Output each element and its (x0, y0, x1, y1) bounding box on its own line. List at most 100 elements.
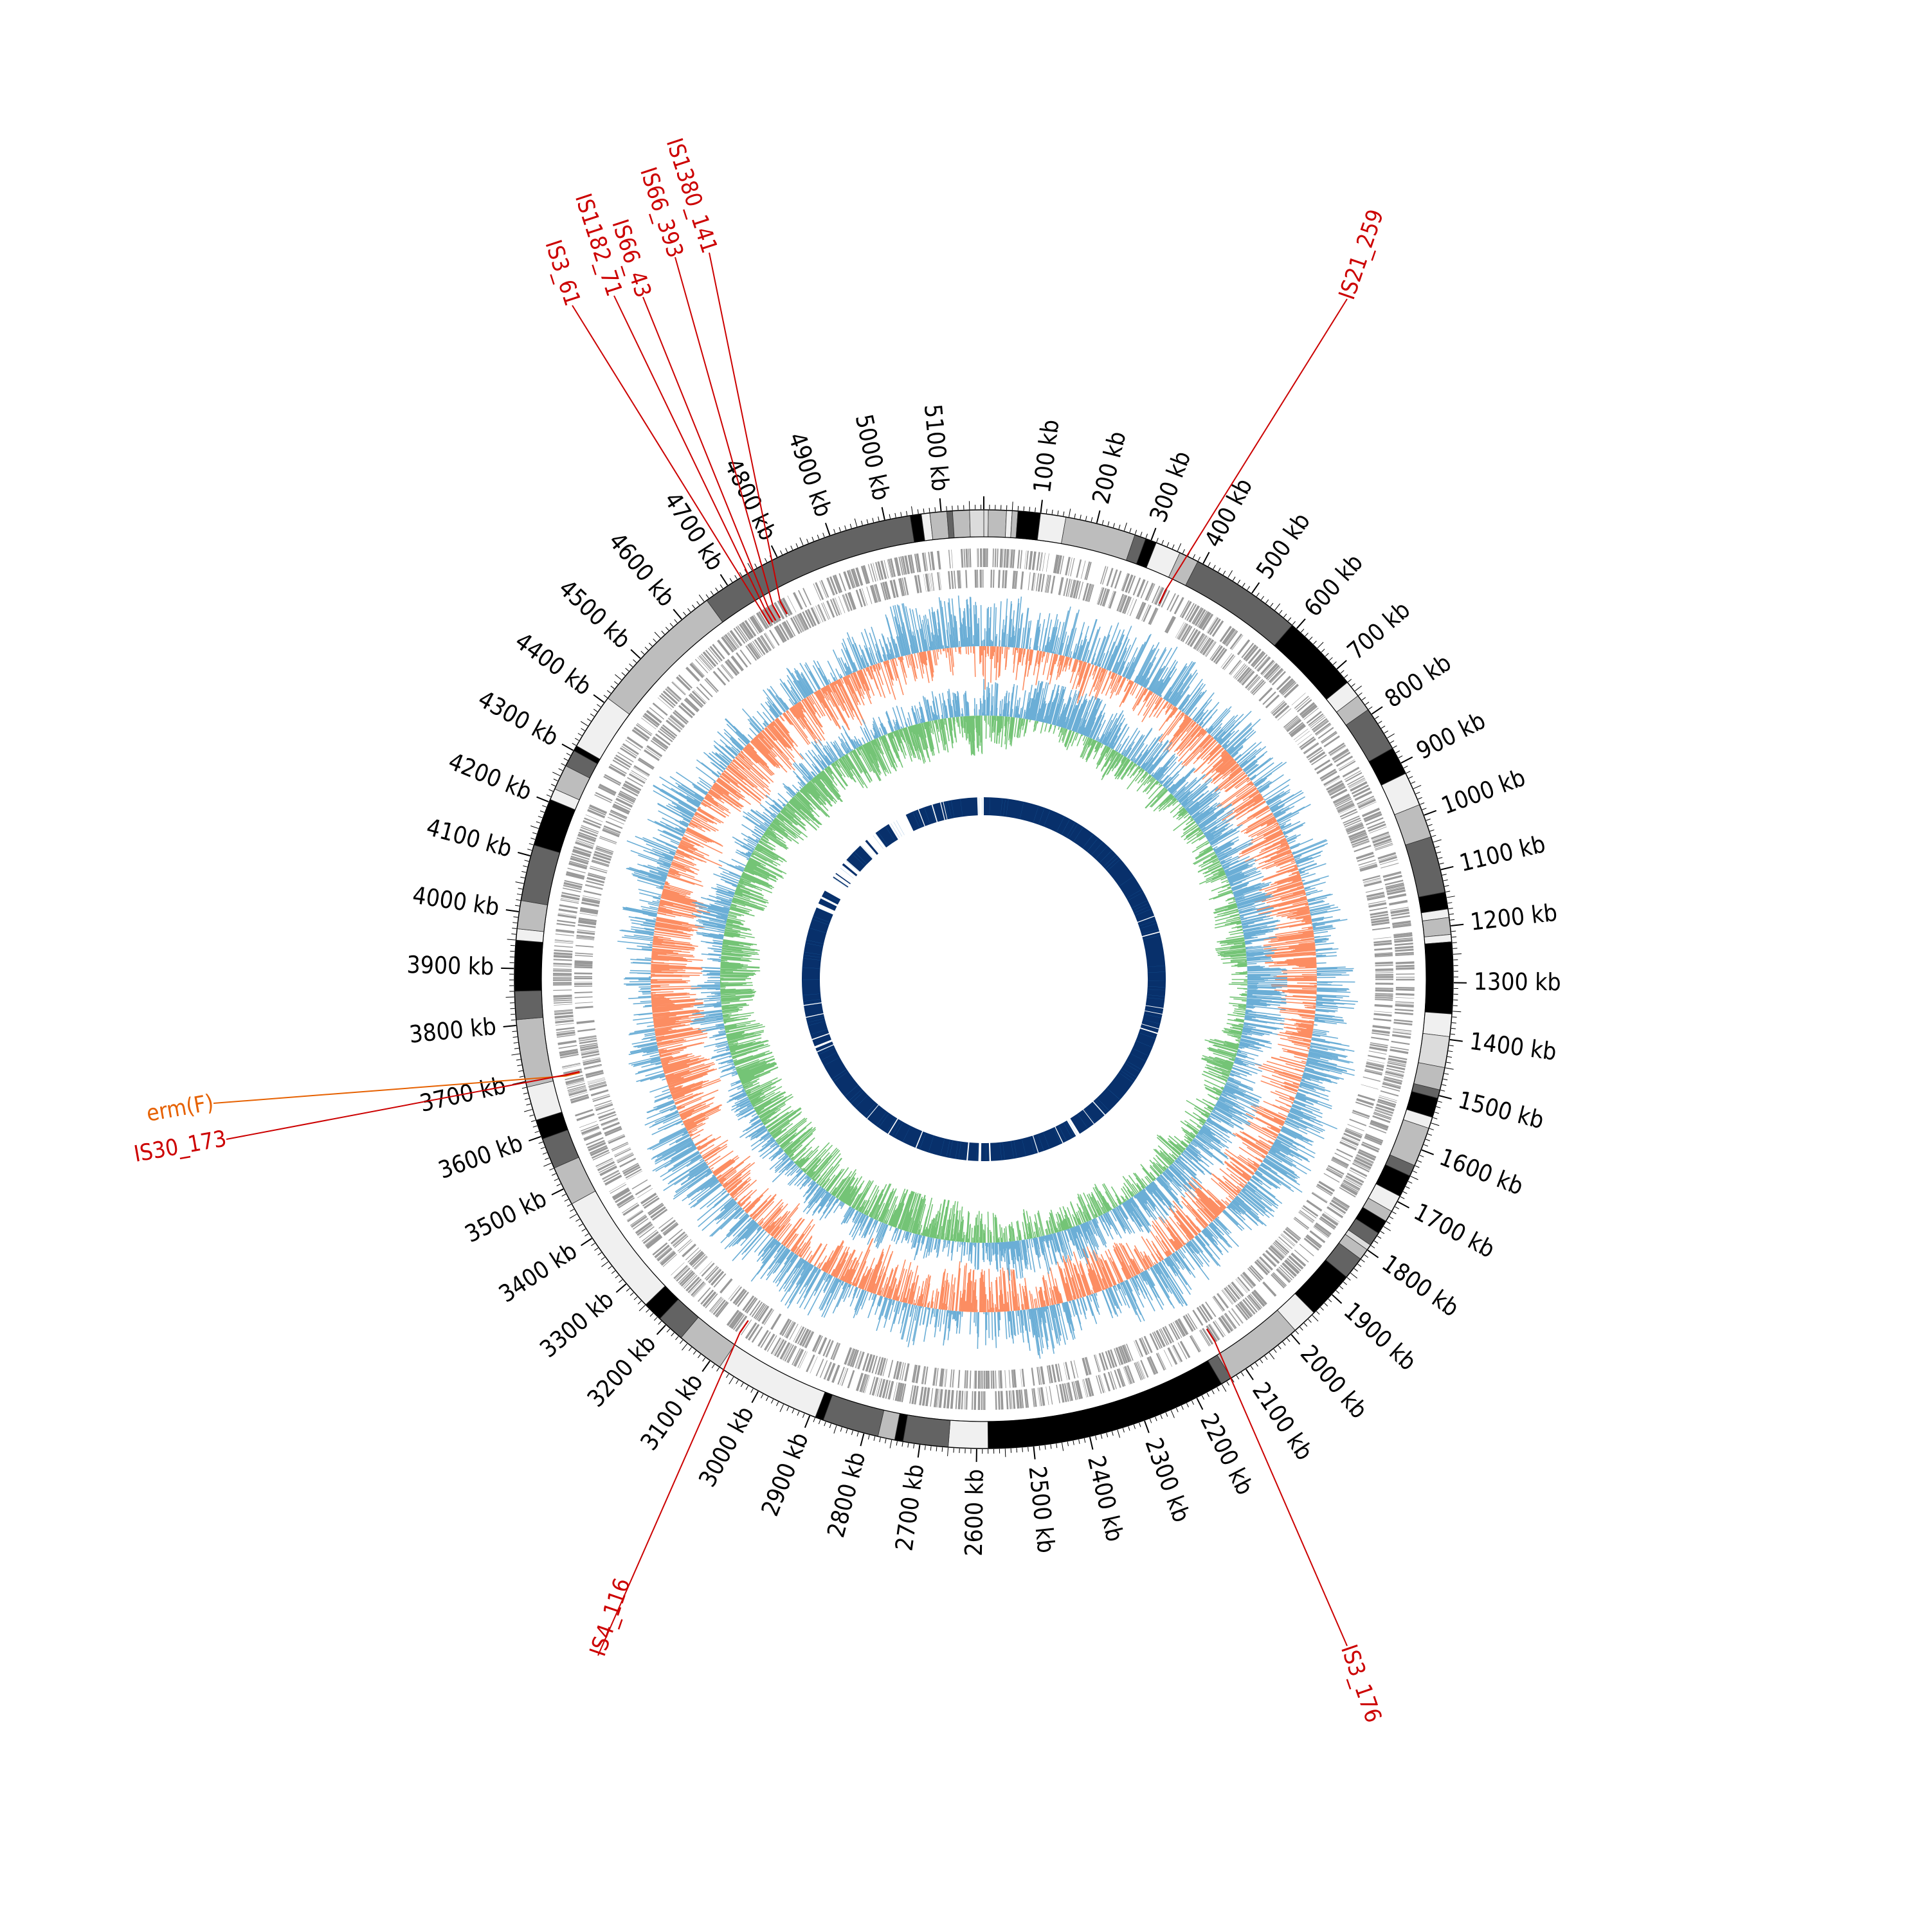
scale-tick (1018, 506, 1019, 510)
scale-tick (1128, 1427, 1130, 1431)
scale-tick (646, 1309, 649, 1312)
scale-tick (547, 795, 550, 797)
scale-tick (1386, 1222, 1390, 1224)
tick-label: 200 kb (1087, 429, 1131, 507)
annotation-leader-line (1166, 299, 1347, 590)
scale-tick (1393, 746, 1397, 748)
scale-tick (611, 1271, 615, 1274)
scale-tick (1269, 1353, 1274, 1359)
scale-tick (537, 797, 549, 802)
scale-tick (1291, 1335, 1300, 1344)
tick-label: 3600 kb (435, 1129, 526, 1184)
scale-tick (1074, 514, 1075, 518)
scale-tick (633, 660, 637, 663)
scale-tick (1193, 554, 1195, 558)
scale-tick (559, 768, 563, 770)
scale-tick (1157, 538, 1159, 543)
scale-tick (1451, 1028, 1456, 1029)
scale-tick (1283, 614, 1286, 617)
scale-tick (1340, 1286, 1343, 1289)
scale-tick (1261, 596, 1263, 600)
scale-tick (1415, 1166, 1419, 1168)
scale-tick (1365, 702, 1369, 705)
scale-tick (874, 1436, 875, 1441)
scale-tick (780, 1404, 784, 1412)
annotation-label: IS3_61 (539, 237, 585, 309)
scale-tick (529, 1137, 541, 1141)
scale-tick (1398, 1202, 1409, 1207)
scale-tick (1453, 1017, 1457, 1018)
scale-tick (873, 518, 874, 523)
tick-label: 3400 kb (494, 1237, 582, 1308)
scale-tick (699, 595, 704, 601)
scale-tick (1447, 1062, 1451, 1063)
scale-tick (590, 714, 594, 716)
scale-tick (752, 1391, 758, 1403)
scale-tick (1296, 1331, 1299, 1334)
scale-tick (1403, 1191, 1407, 1193)
scale-tick (1202, 1396, 1204, 1400)
scale-tick (1208, 563, 1210, 566)
scale-tick (565, 1199, 568, 1201)
scale-tick (703, 1358, 705, 1362)
scale-tick (1418, 797, 1422, 799)
scale-tick (554, 779, 557, 781)
scale-tick (896, 1441, 897, 1446)
scale-tick (1440, 1090, 1445, 1092)
scale-tick (564, 759, 568, 761)
scale-tick (1432, 835, 1436, 836)
scale-tick (868, 1435, 869, 1440)
scale-tick (1022, 1448, 1023, 1452)
scale-tick (1012, 501, 1013, 510)
scale-tick (634, 1297, 637, 1300)
scale-tick (622, 673, 625, 676)
scale-tick (1333, 662, 1336, 665)
scale-tick (522, 1087, 527, 1088)
scale-tick (1354, 1268, 1358, 1271)
tick-label: 5000 kb (850, 412, 896, 503)
scale-tick (1304, 1323, 1307, 1326)
scale-tick (682, 1344, 687, 1350)
scale-tick (598, 1252, 602, 1255)
scale-tick (684, 612, 686, 615)
scale-tick (1034, 1447, 1035, 1459)
scale-tick (1292, 621, 1296, 624)
scale-tick (1097, 510, 1100, 523)
scale-tick (1359, 693, 1363, 696)
scale-tick (936, 1447, 937, 1451)
scale-tick (791, 546, 793, 550)
scale-tick (512, 1031, 517, 1032)
scale-tick (1161, 1414, 1163, 1418)
scale-tick (800, 537, 803, 545)
scale-tick (680, 1340, 682, 1343)
scale-tick (1422, 808, 1427, 810)
scale-tick (1424, 1144, 1428, 1146)
scale-tick (1067, 1441, 1068, 1446)
scale-tick (1227, 1382, 1229, 1386)
scale-tick (1107, 1433, 1108, 1438)
tick-label: 300 kb (1144, 447, 1196, 526)
scale-tick (554, 1178, 558, 1180)
scale-tick (543, 1153, 547, 1155)
scale-tick (658, 1321, 662, 1324)
scale-tick (1351, 1273, 1357, 1278)
scale-tick (654, 1317, 657, 1321)
scale-tick (1233, 577, 1235, 581)
scale-tick (1102, 520, 1103, 525)
scale-tick (1345, 674, 1348, 677)
contig-5 (1037, 513, 1066, 543)
scale-tick (1288, 618, 1291, 621)
scale-tick (1252, 582, 1259, 593)
scale-tick (1213, 565, 1215, 569)
scale-tick (736, 1380, 739, 1384)
tick-label: 100 kb (1028, 418, 1065, 494)
scale-tick (1096, 1436, 1097, 1440)
scale-tick (776, 1402, 778, 1406)
scale-tick (702, 1361, 710, 1371)
scale-tick (697, 601, 700, 605)
annotation-label: erm(F) (145, 1090, 215, 1127)
scale-tick (570, 1209, 574, 1211)
scale-tick (1212, 1390, 1214, 1394)
scale-tick (595, 1248, 599, 1250)
scale-tick (1079, 1440, 1080, 1444)
